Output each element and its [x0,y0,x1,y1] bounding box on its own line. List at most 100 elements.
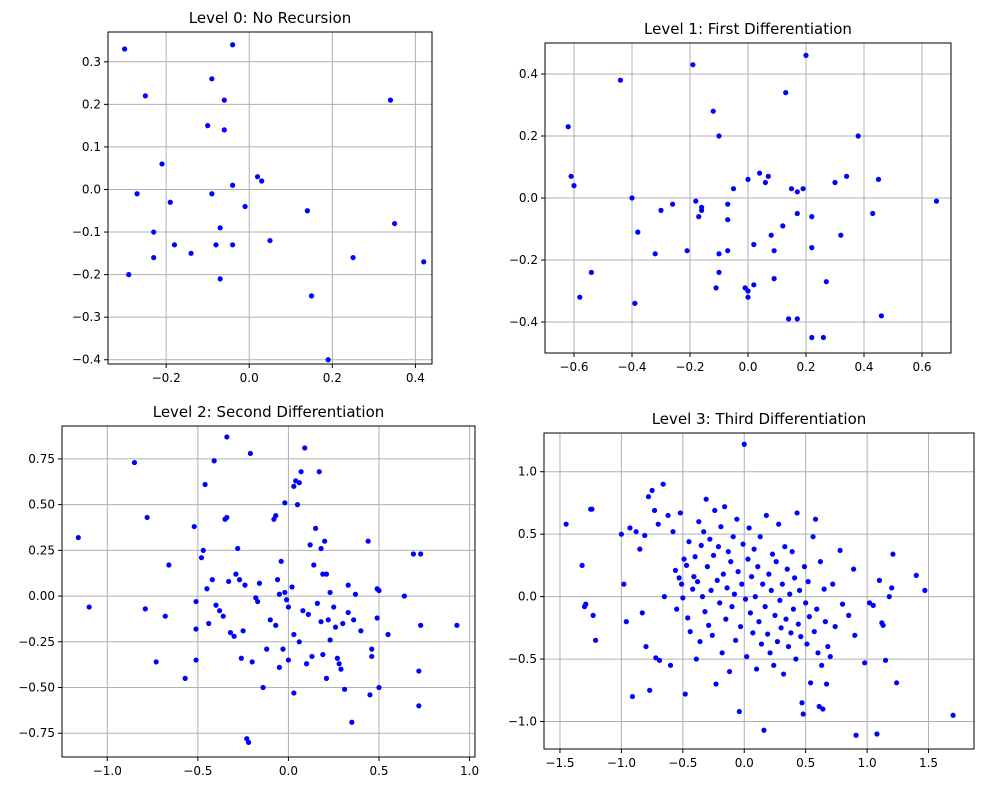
scatter-point [230,182,236,188]
scatter-point [796,587,803,593]
scatter-point [291,690,297,696]
scatter-point [882,657,889,663]
scatter-point [774,638,781,645]
scatter-point [681,556,687,562]
scatter-point [583,601,589,607]
scatter-point [220,613,226,619]
scatter-point [870,602,876,608]
plot-frame [107,31,433,365]
scatter-point [778,625,784,631]
scatter-point [345,582,351,588]
scatter-point [308,293,315,299]
scatter-point [874,731,880,737]
chart-level-3: Level 3: Third Differentiation −1.5 −1.0 −0… [508,410,975,770]
scatter-point [886,594,892,600]
scatter-point [762,179,768,186]
scatter-point [327,637,333,643]
scatter-point [273,513,279,519]
scatter-point [728,559,734,565]
scatter-point [282,500,288,506]
scatter-point [209,191,215,197]
scatter-point [699,594,706,600]
scatter-point [714,577,720,583]
scatter-point [693,656,699,662]
scatter-point [692,554,698,560]
scatter-point [577,294,583,300]
scatter-point [844,173,850,179]
scatter-point [814,606,820,612]
scatter-point [697,638,703,645]
scatter-point [739,581,745,587]
scatter-point [855,133,861,139]
scatter-point [416,668,422,674]
scatter-point [327,589,333,596]
scatter-point [794,510,800,516]
scatter-point [933,198,940,204]
scatter-point [853,732,859,738]
scatter-point [209,577,215,583]
scatter-point [224,434,230,440]
scatter-point [866,600,873,606]
scatter-point [804,641,810,647]
scatter-point [629,693,636,700]
scatter-point [809,214,815,220]
scatter-point [846,612,852,618]
x-tick-label: −0.6 [559,360,588,374]
scatter-point [780,223,786,229]
x-tick-label: −1.5 [545,756,574,770]
scatter-point [325,617,331,623]
scatter-point [162,613,168,619]
scatter-point [746,525,752,531]
scatter-point [200,547,206,553]
scatter-point [151,229,157,235]
x-tick-label: 0.5 [796,756,815,770]
scatter-point [680,595,686,601]
scatter-point [686,539,692,545]
scatter-point [230,42,236,48]
scatter-point [800,711,806,717]
scatter-point [704,564,710,570]
y-tick-label: −0.3 [72,310,101,324]
scatter-point [779,581,785,587]
scatter-point [656,657,663,663]
scatter-point [623,619,629,625]
y-tick-label: −0.5 [508,652,537,666]
scatter-point [349,719,355,725]
plot-frame [543,432,975,750]
scatter-point [729,604,735,610]
x-tick-label: 0.0 [279,764,298,778]
scatter-point [788,186,795,192]
scatter-point [369,646,375,652]
scatter-point [725,217,731,223]
scatter-point [876,577,882,583]
y-tick-label: −1.0 [508,715,537,729]
scatter-point [254,174,261,180]
scatter-point [765,631,771,637]
scatter-point [725,201,731,207]
scatter-point [707,536,713,542]
scatter-point [758,641,765,647]
scatter-point [780,671,787,677]
scatter-point [267,617,273,623]
scatter-point [795,621,801,627]
scatter-point [783,616,789,622]
scatter-point [351,617,357,623]
scatter-point [751,282,757,288]
scatter-point [245,739,252,745]
chart-panel-level-0: Level 0: No Recursion −0.2 0.0 0.2 0.4 −0.4 −0… [0,0,491,395]
scatter-point [771,662,777,668]
scatter-point [724,585,730,591]
scatter-point [913,572,919,578]
scatter-point [809,334,815,341]
scatter-point [744,653,750,660]
scatter-point [703,496,709,502]
scatter-point [627,525,633,531]
scatter-point [679,581,685,587]
scatter-point [815,650,821,656]
x-tick-label: 0.6 [912,360,931,374]
scatter-point [810,534,816,540]
scatter-point [153,659,159,665]
scatter-point [285,604,292,610]
scatter-point [782,544,788,550]
scatter-point [590,612,596,618]
